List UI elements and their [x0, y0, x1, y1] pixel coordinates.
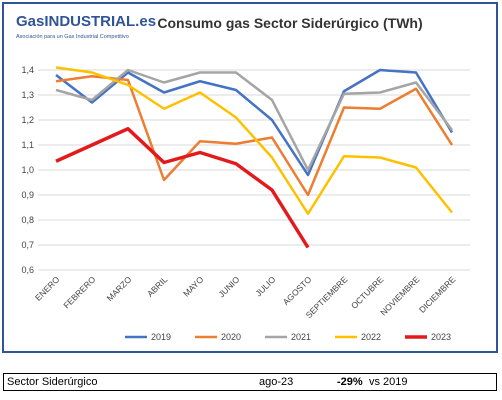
y-tick-label: 1,3 [21, 90, 34, 100]
y-tick-label: 1,0 [21, 165, 34, 175]
footer-sector: Sector Siderúrgico [7, 376, 98, 388]
y-tick-label: 0,8 [21, 215, 34, 225]
footer-change: -29% [337, 376, 363, 388]
logo: GasINDUSTRIAL.es [16, 13, 156, 30]
series-line [55, 66, 453, 215]
legend-label: 2019 [151, 332, 171, 342]
chart: GasINDUSTRIAL.es Asociación para un Gas … [2, 2, 498, 353]
series-line [55, 68, 453, 172]
series-line [55, 127, 310, 249]
y-tick-label: 0,6 [21, 265, 34, 275]
logo-subtitle: Asociación para un Gas Industrial Compet… [16, 34, 129, 40]
legend-label: 2023 [431, 332, 451, 342]
footer-period: ago-23 [259, 376, 294, 388]
y-tick-label: 1,1 [21, 140, 34, 150]
footer-reference: vs 2019 [369, 376, 408, 388]
y-tick-label: 1,2 [21, 115, 34, 125]
legend-label: 2022 [361, 332, 381, 342]
chart-title: Consumo gas Sector Siderúrgico (TWh) [157, 15, 422, 31]
chart-border [2, 2, 498, 353]
legend-label: 2021 [291, 332, 311, 342]
y-tick-label: 1,4 [21, 65, 34, 75]
y-tick-label: 0,7 [21, 240, 34, 250]
y-tick-label: 0,9 [21, 190, 34, 200]
legend-label: 2020 [221, 332, 241, 342]
series-line [55, 68, 454, 177]
series-line [55, 75, 454, 197]
footer: Sector Siderúrgico ago-23 -29% vs 2019 [3, 373, 497, 391]
